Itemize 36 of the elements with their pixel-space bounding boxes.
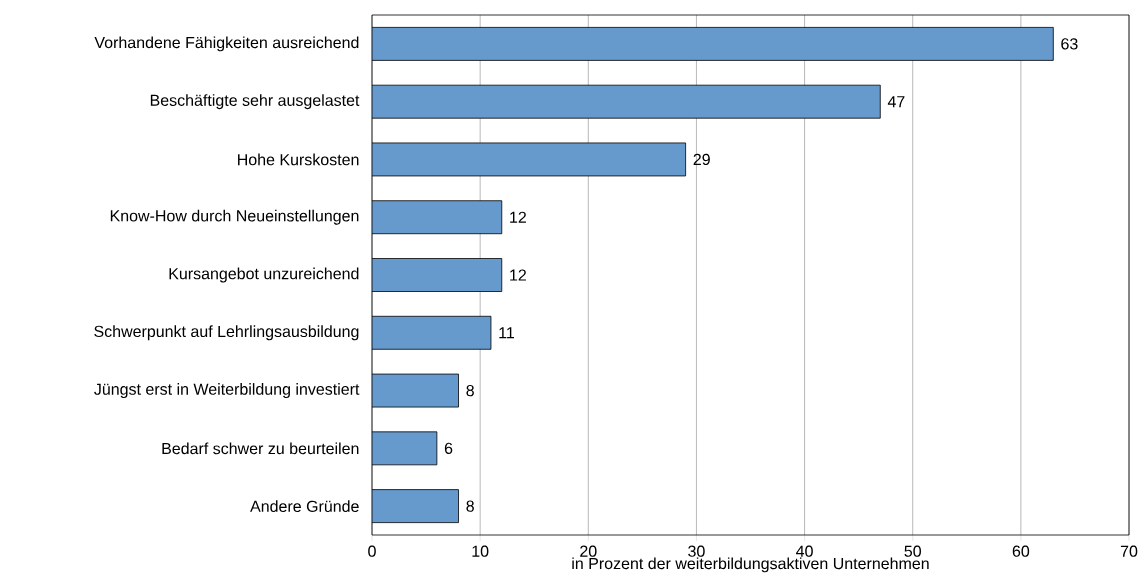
x-tick-label: 30 — [688, 545, 705, 557]
x-tick-label: 40 — [796, 545, 813, 557]
bar — [372, 431, 438, 466]
y-tick-label: Bedarf schwer zu beurteilen — [162, 442, 359, 455]
bar — [372, 258, 503, 292]
x-tick-label: 50 — [904, 545, 921, 557]
x-tick-label: 70 — [1120, 545, 1138, 557]
bar — [372, 200, 503, 235]
data-label: 8 — [466, 500, 474, 512]
x-tick-label: 0 — [368, 545, 376, 557]
x-tick-label: 10 — [472, 545, 489, 557]
y-tick-label: Know-How durch Neueinstellungen — [110, 209, 359, 225]
data-label: 47 — [887, 96, 905, 108]
data-label: 63 — [1061, 38, 1078, 50]
data-label: 8 — [466, 384, 474, 397]
x-tick-label: 60 — [1012, 545, 1030, 557]
data-label: 29 — [693, 153, 710, 166]
bar — [372, 84, 881, 119]
y-tick-label: Kursangebot unzureichend — [169, 267, 359, 283]
y-tick-label: Schwerpunkt auf Lehrlingsausbildung — [94, 325, 359, 341]
y-tick-label: Hohe Kurskosten — [238, 153, 359, 166]
y-tick-label: Jüngst erst in Weiterbildung investiert — [94, 383, 360, 399]
bar — [372, 373, 459, 408]
x-tick-label: 20 — [580, 545, 597, 557]
bar — [372, 142, 687, 177]
data-label: 12 — [510, 269, 526, 281]
data-label: 12 — [510, 211, 526, 223]
bar — [372, 315, 492, 350]
bar — [372, 489, 459, 524]
y-tick-label: Beschäftigte sehr ausgelastet — [150, 94, 360, 110]
bar — [372, 26, 1054, 61]
data-label: 11 — [499, 327, 514, 339]
data-label: 6 — [444, 442, 453, 454]
y-tick-label: Vorhandene Fähigkeiten ausreichend — [94, 36, 359, 52]
y-tick-label: Andere Gründe — [250, 500, 359, 512]
x-axis-title: in Prozent der weiterbildungsaktiven Unternehmen — [572, 557, 929, 573]
